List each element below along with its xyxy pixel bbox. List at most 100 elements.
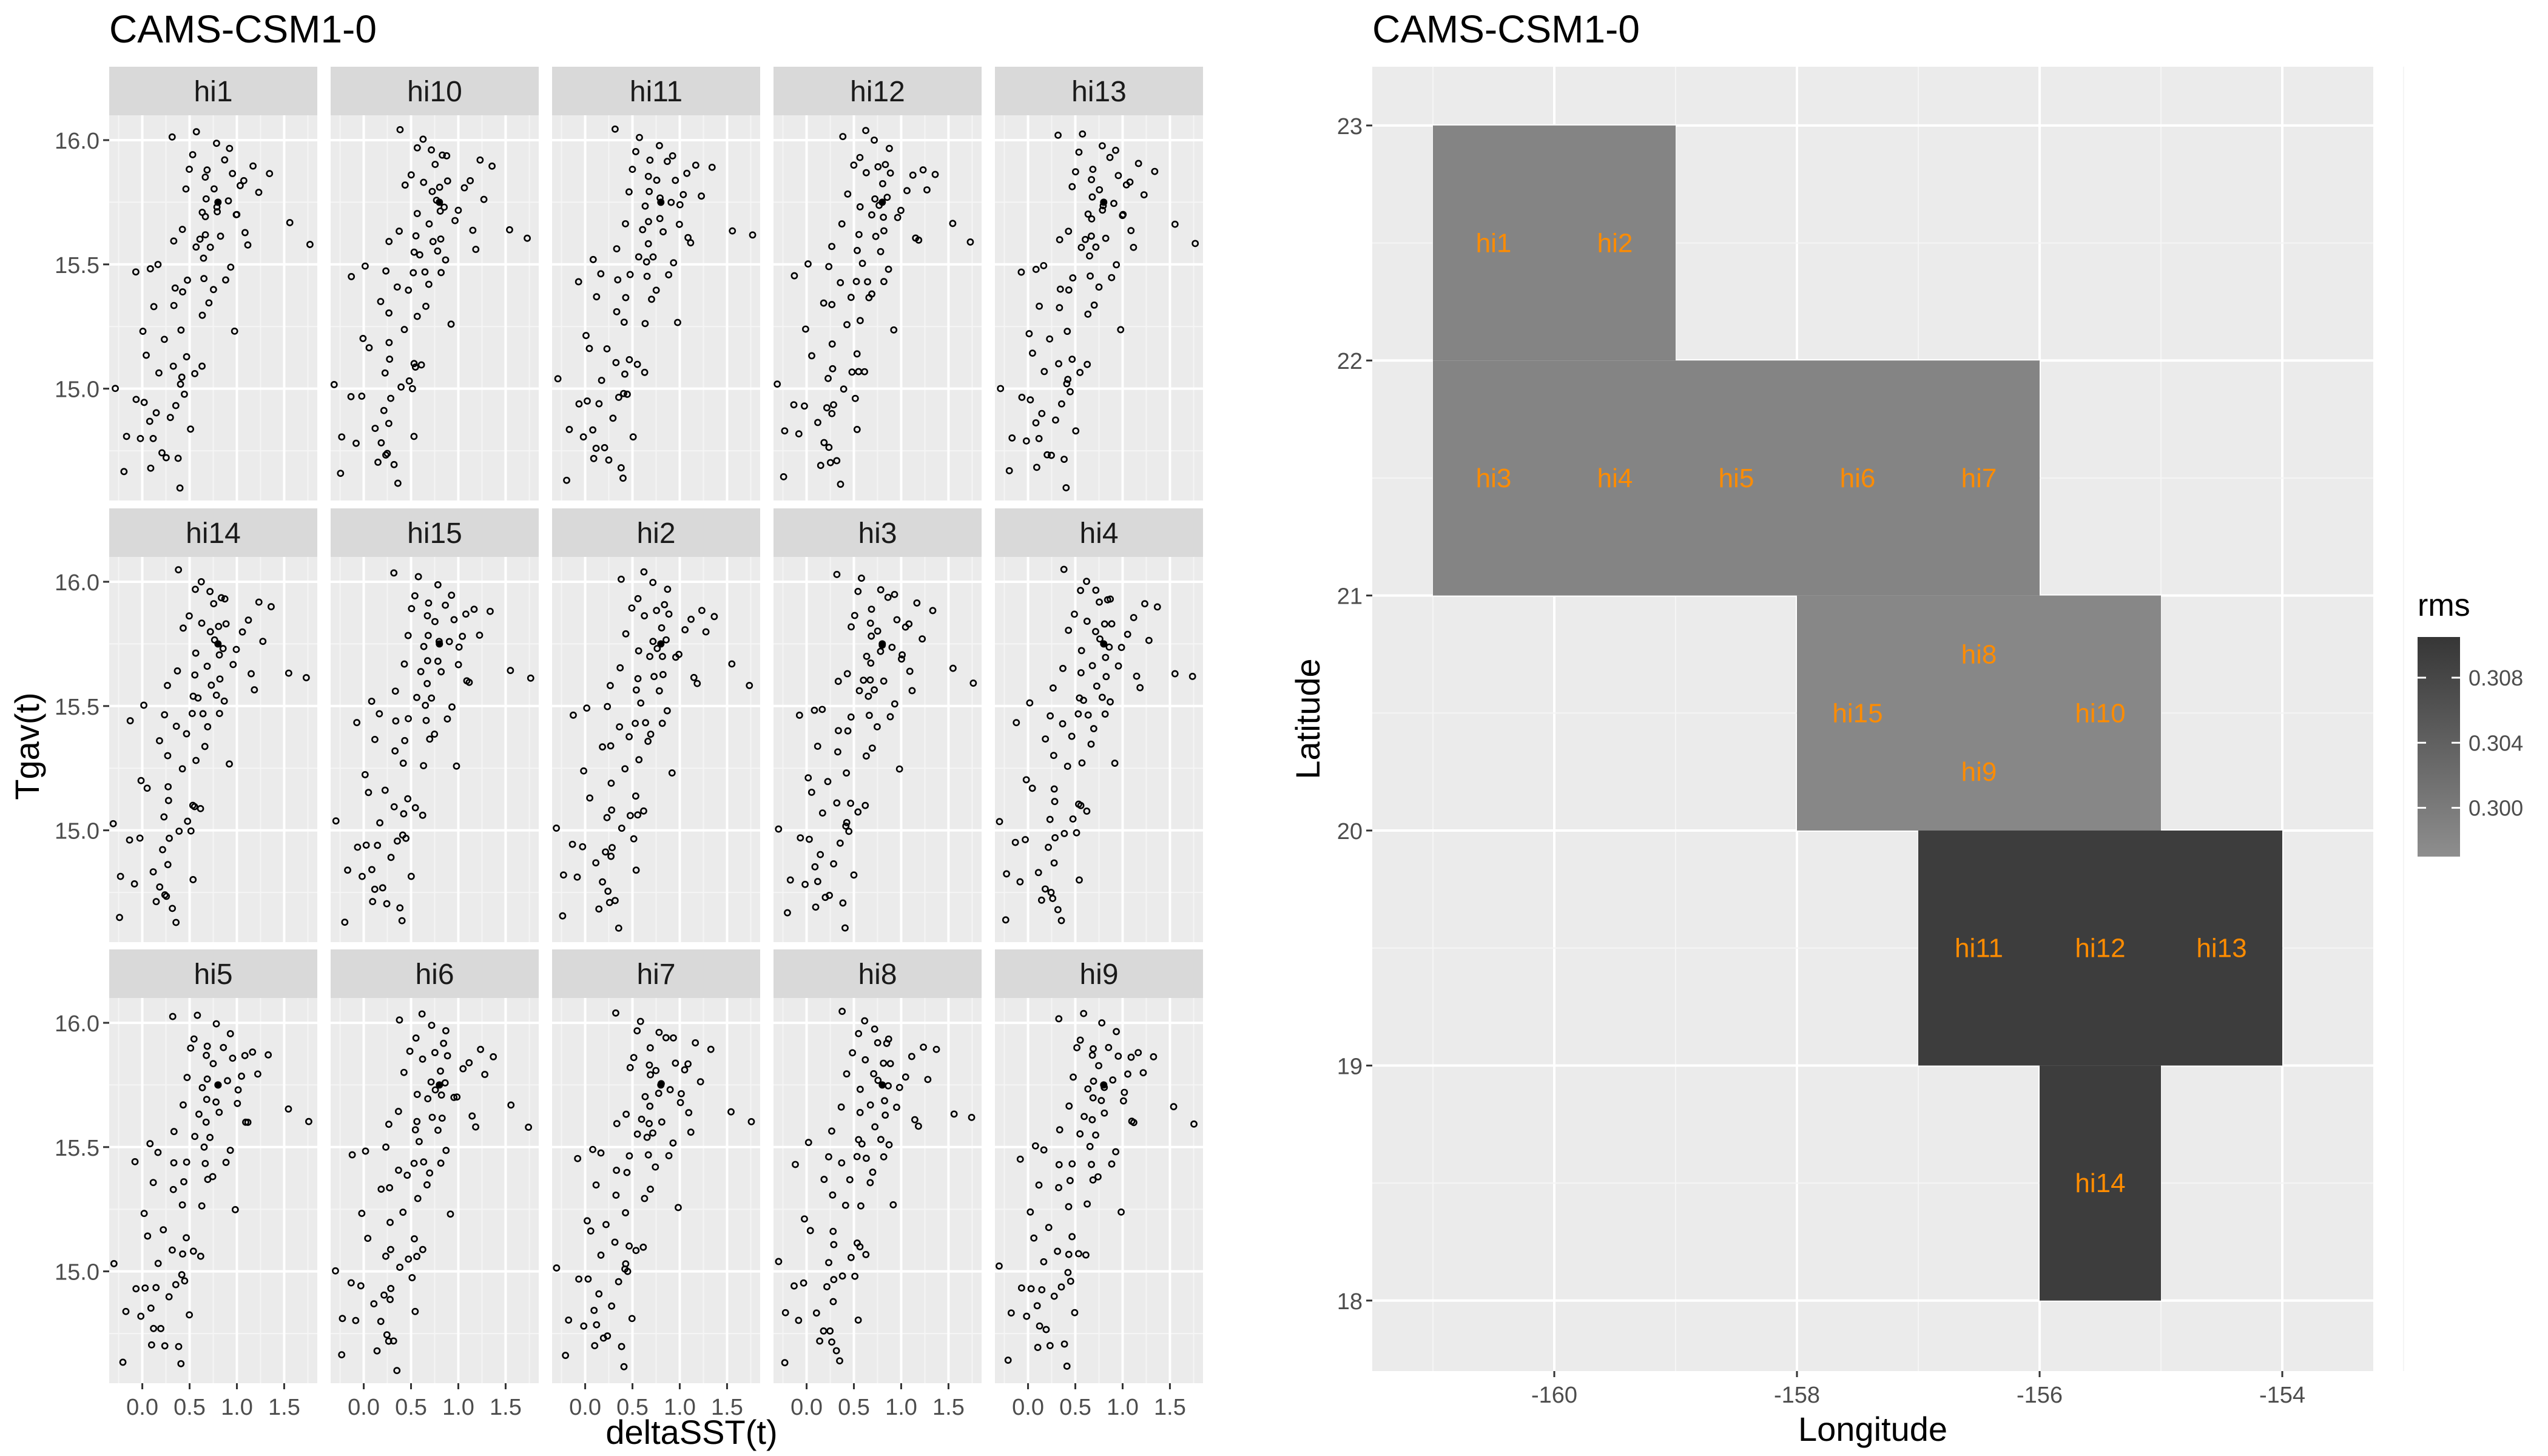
data-point	[563, 476, 570, 484]
data-point	[844, 727, 852, 735]
data-point	[387, 854, 395, 861]
data-point	[1034, 869, 1042, 877]
data-point	[1109, 1076, 1117, 1084]
x-tick-label: 1.0	[442, 1395, 474, 1420]
data-point	[812, 903, 820, 911]
data-point	[1088, 1116, 1096, 1124]
data-point	[559, 871, 567, 879]
data-point	[1057, 1283, 1065, 1291]
data-point	[849, 1049, 857, 1057]
data-point	[1030, 1234, 1038, 1242]
data-point	[389, 1337, 397, 1345]
data-point	[1089, 1176, 1097, 1184]
data-point	[183, 730, 190, 738]
data-point	[911, 1116, 918, 1124]
data-point	[829, 1298, 837, 1306]
data-point	[1056, 236, 1063, 244]
data-point	[200, 254, 207, 262]
tile-label-hi9: hi9	[1961, 757, 1997, 787]
data-point	[863, 752, 870, 760]
data-point	[1088, 662, 1096, 670]
data-point	[1089, 166, 1097, 174]
data-point	[891, 700, 898, 708]
data-point	[1063, 1363, 1071, 1370]
data-point	[969, 679, 977, 687]
data-point	[387, 1285, 395, 1292]
data-point	[407, 872, 415, 880]
data-point	[465, 678, 473, 686]
data-point	[391, 687, 399, 695]
data-point	[1022, 776, 1030, 784]
data-point	[1090, 1045, 1097, 1053]
y-tick-label: 16.0	[55, 570, 99, 596]
data-point	[231, 327, 238, 335]
data-point	[607, 780, 615, 787]
data-point	[374, 841, 382, 849]
data-point	[839, 899, 847, 907]
data-point	[419, 1055, 426, 1063]
data-point	[152, 898, 160, 906]
data-point	[1023, 1312, 1031, 1320]
data-point	[396, 1264, 403, 1271]
data-point	[470, 605, 478, 613]
data-point	[613, 308, 621, 315]
data-point	[1094, 1173, 1102, 1181]
data-point	[383, 900, 391, 908]
data-point	[468, 1112, 476, 1120]
data-point	[915, 236, 923, 244]
data-point	[109, 820, 117, 827]
data-point	[1054, 131, 1062, 139]
data-point	[413, 144, 421, 152]
data-point	[1068, 732, 1076, 740]
data-point	[1077, 243, 1085, 251]
data-point	[866, 1179, 874, 1187]
data-point	[931, 170, 939, 178]
data-point	[830, 1241, 838, 1249]
data-point	[842, 822, 850, 830]
data-point	[362, 1147, 369, 1155]
data-point	[1190, 1120, 1198, 1128]
data-point	[1096, 635, 1104, 643]
data-point	[476, 632, 484, 639]
data-point	[199, 710, 207, 718]
data-point	[800, 1279, 807, 1287]
data-point	[1084, 711, 1092, 719]
data-point	[233, 211, 241, 218]
data-point	[132, 1285, 140, 1293]
data-point	[906, 667, 914, 675]
data-point	[1042, 735, 1050, 743]
data-point	[879, 180, 886, 187]
data-point	[137, 1312, 145, 1320]
data-point	[203, 1042, 211, 1050]
data-point	[163, 454, 170, 462]
data-point	[188, 710, 196, 718]
data-point	[1080, 1113, 1088, 1121]
data-point	[175, 566, 183, 574]
data-point	[1008, 434, 1016, 442]
data-point-mean	[657, 640, 665, 648]
x-tick-label: 0.5	[616, 1395, 649, 1420]
data-point	[434, 581, 442, 588]
legend-tick-label: 0.304	[2469, 730, 2523, 755]
data-point	[845, 827, 853, 835]
data-point	[597, 1149, 605, 1157]
data-point	[112, 385, 119, 393]
data-point	[837, 1103, 845, 1111]
data-point	[861, 1017, 869, 1025]
data-point	[220, 1043, 228, 1051]
data-point	[667, 198, 675, 206]
data-point	[579, 433, 587, 441]
data-point	[675, 650, 682, 658]
data-point	[1033, 463, 1040, 471]
data-point	[229, 661, 237, 669]
tile-label-hi15: hi15	[1832, 698, 1882, 728]
data-point	[656, 142, 663, 149]
data-point	[1102, 673, 1110, 681]
data-point	[338, 1351, 346, 1359]
data-point	[1068, 183, 1076, 190]
data-point	[828, 410, 836, 417]
data-point	[1077, 647, 1085, 655]
data-point	[362, 262, 369, 270]
data-point	[692, 1039, 699, 1046]
data-point	[1042, 885, 1049, 893]
